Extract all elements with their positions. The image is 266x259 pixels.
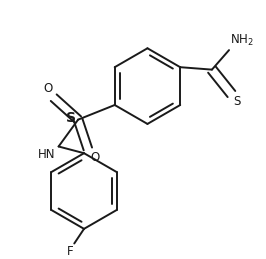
Text: S: S <box>233 95 241 108</box>
Text: NH$_2$: NH$_2$ <box>230 33 254 48</box>
Text: O: O <box>43 82 52 95</box>
Text: S: S <box>66 111 76 125</box>
Text: F: F <box>66 246 73 258</box>
Text: O: O <box>90 151 99 164</box>
Text: HN: HN <box>38 148 56 161</box>
